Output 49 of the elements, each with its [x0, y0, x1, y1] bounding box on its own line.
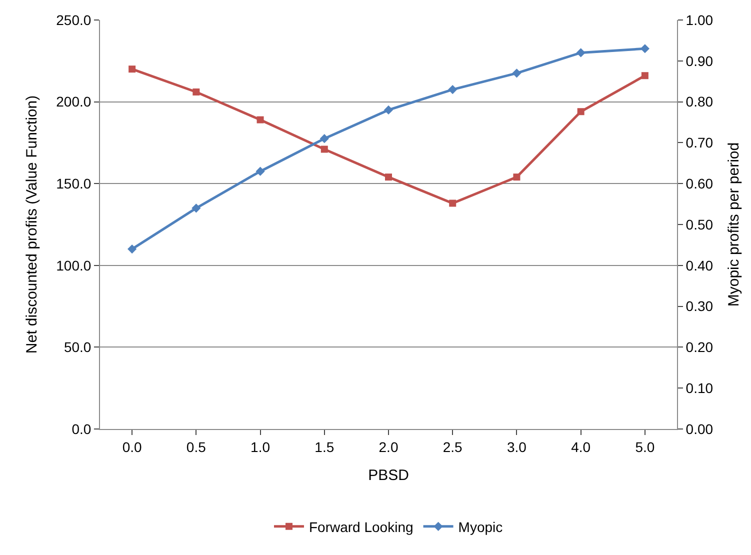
y2-tick-label: 0.20	[686, 339, 714, 356]
legend-label: Forward Looking	[309, 518, 414, 535]
y2-axis-title: Myopic profits per period	[725, 142, 742, 307]
y-tick-label: 100.0	[56, 257, 92, 274]
y2-tick-label: 0.50	[686, 216, 714, 232]
y2-tick-label: 0.00	[686, 420, 714, 437]
point	[641, 72, 648, 80]
point	[192, 88, 200, 96]
y-tick-label: 150.0	[56, 176, 92, 192]
x-tick-label: 4.0	[571, 438, 591, 455]
y-tick-label: 50.0	[64, 339, 92, 356]
x-tick-label: 0.0	[122, 438, 142, 455]
point	[320, 146, 328, 153]
y-tick-label: 200.0	[56, 94, 92, 110]
x-axis-title: PBSD	[368, 466, 410, 484]
y2-tick-label: 0.80	[686, 94, 714, 110]
point	[448, 84, 458, 94]
x-tick-label: 1.0	[250, 438, 270, 455]
y-axis-title: Net discounted profits (Value Function)	[23, 95, 40, 354]
legend-label: Myopic	[458, 518, 503, 535]
y2-tick-label: 0.70	[686, 134, 714, 151]
point	[320, 134, 329, 144]
x-tick-label: 0.5	[186, 438, 206, 455]
y-tick-label: 250.0	[56, 12, 92, 28]
point	[512, 68, 522, 78]
x-tick-label: 3.0	[506, 438, 527, 455]
point	[256, 166, 265, 176]
point	[128, 244, 137, 254]
x-tick-label: 2.5	[442, 438, 463, 455]
y-tick-label: 0.0	[72, 420, 92, 437]
point	[576, 48, 586, 58]
point	[256, 116, 264, 124]
point	[577, 108, 584, 116]
point	[385, 174, 392, 181]
y2-tick-label: 0.30	[686, 298, 714, 314]
y2-tick-label: 0.10	[686, 380, 714, 396]
x-tick-label: 1.5	[314, 438, 334, 455]
point	[513, 174, 520, 181]
point	[192, 204, 201, 213]
y2-tick-label: 0.90	[686, 52, 714, 69]
x-tick-label: 2.0	[378, 438, 398, 455]
point	[449, 200, 456, 207]
x-tick-label: 5.0	[635, 438, 655, 455]
point	[128, 66, 136, 73]
point	[384, 105, 394, 115]
point	[640, 44, 650, 54]
y2-tick-label: 0.60	[686, 176, 714, 192]
y2-tick-label: 0.40	[686, 257, 714, 274]
y2-tick-label: 1.00	[686, 12, 714, 28]
